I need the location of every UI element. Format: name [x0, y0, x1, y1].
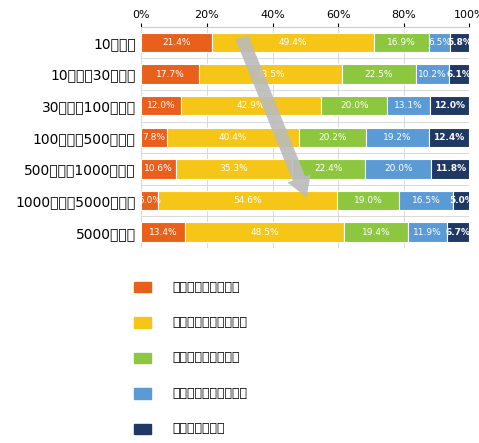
Text: 6.5%: 6.5% — [428, 38, 451, 47]
Bar — [447, 222, 469, 242]
FancyBboxPatch shape — [134, 388, 151, 399]
Bar — [141, 128, 167, 147]
Bar — [431, 159, 470, 179]
Bar — [408, 222, 447, 242]
Text: あまり満足していない: あまり満足していない — [172, 387, 248, 400]
Text: 48.5%: 48.5% — [251, 228, 279, 237]
Bar — [158, 191, 337, 210]
Text: 10.6%: 10.6% — [144, 164, 173, 174]
Text: 54.6%: 54.6% — [233, 196, 262, 205]
Bar — [141, 33, 212, 52]
Text: 12.0%: 12.0% — [434, 101, 465, 110]
Text: 6.7%: 6.7% — [445, 228, 470, 237]
Text: 22.5%: 22.5% — [365, 70, 393, 78]
Text: 11.9%: 11.9% — [413, 228, 442, 237]
Text: 20.2%: 20.2% — [319, 133, 347, 142]
Bar — [167, 128, 299, 147]
Text: 40.4%: 40.4% — [219, 133, 248, 142]
Bar — [366, 128, 429, 147]
Text: 7.8%: 7.8% — [143, 133, 166, 142]
Text: 16.5%: 16.5% — [412, 196, 441, 205]
Bar — [430, 96, 469, 116]
Bar — [399, 191, 453, 210]
Bar — [429, 128, 469, 147]
Text: 19.0%: 19.0% — [354, 196, 382, 205]
Text: 10.2%: 10.2% — [418, 70, 447, 78]
Text: 22.4%: 22.4% — [315, 164, 343, 174]
Text: 13.1%: 13.1% — [394, 101, 423, 110]
Text: 49.4%: 49.4% — [278, 38, 307, 47]
Bar — [141, 191, 158, 210]
Text: 42.9%: 42.9% — [237, 101, 265, 110]
FancyBboxPatch shape — [134, 317, 151, 328]
Text: ある程度満足している: ある程度満足している — [172, 316, 248, 329]
Text: 35.3%: 35.3% — [220, 164, 249, 174]
Bar — [365, 159, 431, 179]
Text: 21.4%: 21.4% — [162, 38, 191, 47]
Text: 5.0%: 5.0% — [138, 196, 161, 205]
Bar — [212, 33, 374, 52]
Text: 12.0%: 12.0% — [147, 101, 175, 110]
Bar — [374, 33, 429, 52]
Bar — [141, 96, 181, 116]
Bar — [185, 222, 344, 242]
Bar — [292, 159, 365, 179]
Bar — [429, 33, 450, 52]
Text: 6.1%: 6.1% — [447, 70, 472, 78]
Text: 13.4%: 13.4% — [149, 228, 178, 237]
Bar — [449, 64, 469, 84]
Text: 20.0%: 20.0% — [340, 101, 368, 110]
FancyBboxPatch shape — [134, 424, 151, 434]
FancyBboxPatch shape — [134, 353, 151, 363]
Bar — [141, 222, 185, 242]
Bar — [321, 96, 387, 116]
Text: 満足していない: 満足していない — [172, 422, 225, 435]
Text: 17.7%: 17.7% — [156, 70, 185, 78]
Bar — [342, 64, 416, 84]
Text: 20.0%: 20.0% — [384, 164, 412, 174]
Bar — [387, 96, 430, 116]
Bar — [416, 64, 449, 84]
Bar — [141, 159, 176, 179]
Bar — [299, 128, 366, 147]
Text: 16.9%: 16.9% — [387, 38, 416, 47]
Text: 5.8%: 5.8% — [447, 38, 472, 47]
Text: とても満足している: とても満足している — [172, 280, 240, 294]
Text: 19.2%: 19.2% — [383, 133, 411, 142]
Text: 5.0%: 5.0% — [449, 196, 474, 205]
Bar — [337, 191, 399, 210]
Bar — [199, 64, 342, 84]
Text: どちらともいえない: どちらともいえない — [172, 351, 240, 365]
Bar — [141, 64, 199, 84]
Text: 19.4%: 19.4% — [362, 228, 390, 237]
Text: 11.8%: 11.8% — [435, 164, 466, 174]
FancyBboxPatch shape — [134, 282, 151, 292]
Bar — [181, 96, 321, 116]
Bar — [450, 33, 469, 52]
Text: 12.4%: 12.4% — [433, 133, 465, 142]
Bar — [176, 159, 292, 179]
Text: 43.5%: 43.5% — [256, 70, 285, 78]
Bar — [344, 222, 408, 242]
Bar — [453, 191, 470, 210]
